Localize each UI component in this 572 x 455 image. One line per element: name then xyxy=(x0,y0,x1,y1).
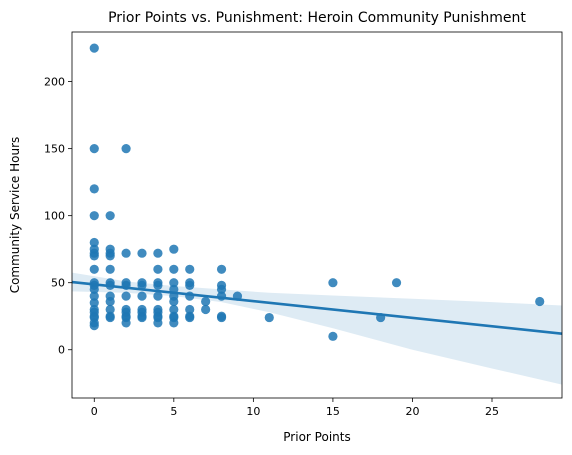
y-tick-label: 50 xyxy=(51,277,65,290)
data-point xyxy=(121,248,131,258)
data-point xyxy=(89,144,99,154)
data-point xyxy=(105,312,115,323)
confidence-band-layer xyxy=(72,272,562,385)
data-point xyxy=(201,304,211,315)
y-axis-ticks: 0 50 100 150 200 xyxy=(44,76,72,357)
regression-line-layer xyxy=(71,280,563,335)
data-point xyxy=(535,296,545,307)
data-point xyxy=(185,312,195,323)
data-point xyxy=(89,43,99,53)
x-axis-ticks: 0 5 10 15 20 25 xyxy=(91,398,499,418)
plot-area xyxy=(71,43,563,385)
axes-frame xyxy=(71,31,563,399)
data-point xyxy=(169,244,179,254)
data-point xyxy=(105,304,115,315)
data-point xyxy=(89,211,99,221)
data-point xyxy=(89,291,99,301)
x-tick-label: 25 xyxy=(485,405,499,418)
data-point xyxy=(153,280,163,290)
data-point xyxy=(121,318,131,328)
data-point xyxy=(121,291,131,301)
data-point xyxy=(169,296,179,307)
data-point xyxy=(121,144,131,154)
data-point xyxy=(153,291,163,301)
y-tick-label: 0 xyxy=(58,344,65,357)
data-point xyxy=(391,278,402,288)
x-tick-label: 20 xyxy=(405,405,419,418)
data-point xyxy=(169,318,179,328)
data-point xyxy=(137,291,147,301)
data-point xyxy=(328,331,338,341)
data-point xyxy=(105,251,115,261)
data-point xyxy=(185,304,195,315)
x-tick-label: 0 xyxy=(91,405,98,418)
x-tick-label: 10 xyxy=(246,405,260,418)
data-point xyxy=(137,248,147,258)
data-point xyxy=(153,248,163,258)
data-point xyxy=(89,237,99,248)
data-point xyxy=(137,312,147,323)
data-point xyxy=(216,264,227,274)
data-point xyxy=(89,284,99,295)
data-point xyxy=(89,264,99,274)
data-point xyxy=(216,284,227,295)
x-tick-label: 5 xyxy=(170,405,177,418)
data-point xyxy=(89,251,99,261)
data-point xyxy=(105,296,115,307)
data-point xyxy=(216,312,227,323)
data-point xyxy=(169,304,179,315)
points-layer xyxy=(89,43,545,341)
y-tick-label: 100 xyxy=(44,210,65,223)
data-point xyxy=(169,278,179,288)
data-point xyxy=(264,312,274,323)
x-axis-label: Prior Points xyxy=(283,430,350,444)
y-axis-label: Community Service Hours xyxy=(8,137,22,294)
chart-title: Prior Points vs. Punishment: Heroin Comm… xyxy=(108,10,526,26)
data-point xyxy=(328,278,338,288)
data-point xyxy=(153,264,163,274)
data-point xyxy=(169,264,179,274)
data-point xyxy=(89,184,99,194)
data-point xyxy=(89,298,99,308)
confidence-band xyxy=(72,272,562,385)
data-point xyxy=(201,296,211,307)
y-tick-label: 200 xyxy=(44,76,65,89)
x-tick-label: 15 xyxy=(326,405,340,418)
data-point xyxy=(105,264,115,274)
data-point xyxy=(153,318,163,328)
data-point xyxy=(185,264,195,274)
y-tick-label: 150 xyxy=(44,143,65,156)
data-point xyxy=(89,321,99,331)
data-point xyxy=(185,280,195,290)
data-point xyxy=(105,211,115,221)
regression-line xyxy=(71,280,563,335)
data-point xyxy=(137,280,147,290)
